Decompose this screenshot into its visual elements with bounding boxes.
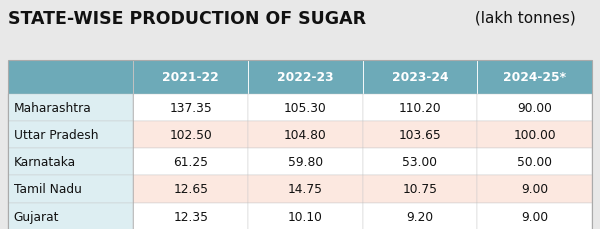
Text: 2024-25*: 2024-25* [503, 71, 566, 84]
Bar [362, 95, 477, 122]
Bar [133, 122, 248, 149]
Bar [248, 95, 362, 122]
Text: Tamil Nadu: Tamil Nadu [14, 183, 82, 196]
Bar [362, 122, 477, 149]
Bar [8, 203, 133, 229]
Text: 14.75: 14.75 [288, 183, 323, 196]
Bar [8, 61, 133, 95]
Bar [8, 95, 133, 122]
Bar [248, 176, 362, 203]
Text: Uttar Pradesh: Uttar Pradesh [14, 129, 98, 142]
Text: 2021-22: 2021-22 [163, 71, 219, 84]
Text: 61.25: 61.25 [173, 156, 208, 169]
Text: 100.00: 100.00 [514, 129, 556, 142]
Bar [133, 176, 248, 203]
Text: (lakh tonnes): (lakh tonnes) [470, 10, 575, 25]
Bar [477, 95, 592, 122]
Bar [8, 61, 592, 229]
Text: 50.00: 50.00 [517, 156, 552, 169]
Text: 53.00: 53.00 [403, 156, 437, 169]
Text: 103.65: 103.65 [398, 129, 441, 142]
Text: Gujarat: Gujarat [14, 210, 59, 223]
Text: 12.35: 12.35 [173, 210, 208, 223]
Bar [477, 149, 592, 176]
Text: STATE-WISE PRODUCTION OF SUGAR: STATE-WISE PRODUCTION OF SUGAR [8, 10, 366, 28]
Bar [477, 176, 592, 203]
Text: Maharashtra: Maharashtra [14, 102, 92, 114]
Text: 59.80: 59.80 [287, 156, 323, 169]
Text: 137.35: 137.35 [169, 102, 212, 114]
Text: 10.75: 10.75 [403, 183, 437, 196]
Text: 105.30: 105.30 [284, 102, 326, 114]
Bar [248, 61, 362, 95]
Bar [133, 149, 248, 176]
Text: 2023-24: 2023-24 [392, 71, 448, 84]
Bar [477, 61, 592, 95]
Text: 104.80: 104.80 [284, 129, 326, 142]
Text: 9.00: 9.00 [521, 210, 548, 223]
Text: 9.00: 9.00 [521, 183, 548, 196]
Bar [133, 95, 248, 122]
Bar [133, 203, 248, 229]
Bar [362, 176, 477, 203]
Text: 9.20: 9.20 [406, 210, 433, 223]
Bar [362, 203, 477, 229]
Bar [362, 61, 477, 95]
Bar [8, 122, 133, 149]
Bar [133, 61, 248, 95]
Text: 12.65: 12.65 [173, 183, 208, 196]
Text: 10.10: 10.10 [288, 210, 323, 223]
Bar [248, 203, 362, 229]
Bar [248, 149, 362, 176]
Text: 110.20: 110.20 [398, 102, 441, 114]
Text: 90.00: 90.00 [517, 102, 552, 114]
Bar [477, 203, 592, 229]
Bar [8, 176, 133, 203]
Bar [248, 122, 362, 149]
Text: 2022-23: 2022-23 [277, 71, 334, 84]
Bar [8, 149, 133, 176]
Bar [362, 149, 477, 176]
Text: Karnataka: Karnataka [14, 156, 76, 169]
Bar [477, 122, 592, 149]
Text: 102.50: 102.50 [169, 129, 212, 142]
